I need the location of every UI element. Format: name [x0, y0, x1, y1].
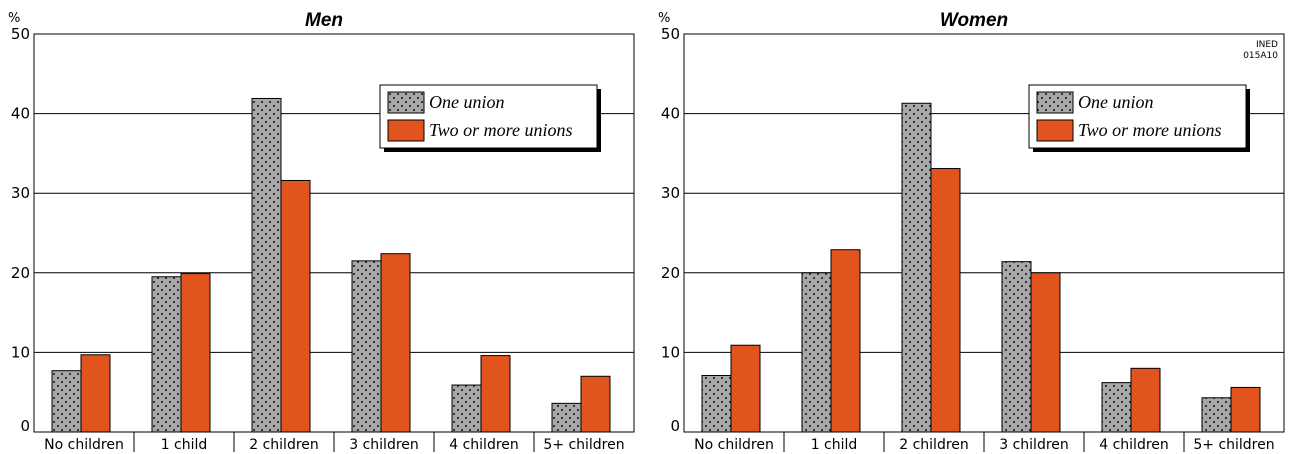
women-category-label: 1 child — [811, 437, 858, 453]
men-category-label: 2 children — [249, 437, 319, 453]
men-chart-title: Men — [305, 10, 343, 31]
men-bar-two-unions — [480, 355, 511, 433]
women-bar-one-union — [1201, 397, 1232, 433]
men-y-tick-label: 0 — [20, 417, 30, 435]
men-bar-two-unions — [280, 179, 311, 433]
men-y-tick-label: 10 — [11, 343, 30, 361]
source-label-line-1: INED — [1256, 40, 1278, 50]
men-category-label: 3 children — [349, 437, 419, 453]
women-category-label: 4 children — [1099, 437, 1169, 453]
men-bar-one-union — [551, 402, 582, 433]
women-chart: % Women INED 015A10 0 10 20 30 40 50 No childr… — [658, 10, 1285, 453]
men-legend-swatch-one-union — [387, 91, 425, 114]
men-category-label: 5+ children — [543, 437, 624, 453]
women-bar-two-unions — [1230, 386, 1261, 433]
women-bar-two-unions — [930, 168, 961, 433]
men-category-label: No children — [44, 437, 124, 453]
women-category-label: 2 children — [899, 437, 969, 453]
women-legend-label-one-union: One union — [1078, 92, 1154, 112]
women-bar-two-unions — [1030, 272, 1061, 433]
men-category-label: 4 children — [449, 437, 519, 453]
men-bar-two-unions — [80, 354, 111, 433]
women-legend-swatch-one-union — [1036, 91, 1074, 114]
women-bar-one-union — [1101, 382, 1132, 433]
men-bar-two-unions — [380, 253, 411, 433]
men-bar-one-union — [451, 384, 482, 433]
women-bar-one-union — [801, 272, 832, 433]
men-category-label: 1 child — [161, 437, 208, 453]
women-y-tick-label: 30 — [661, 184, 680, 202]
women-bar-one-union — [901, 102, 932, 433]
men-chart: % Men 0 10 20 30 40 50 No children 1 child 2 chi… — [8, 10, 635, 453]
men-bar-one-union — [151, 276, 182, 433]
women-chart-title: Women — [940, 10, 1008, 31]
women-bar-two-unions — [830, 249, 861, 433]
women-legend-label-two-unions: Two or more unions — [1078, 120, 1222, 140]
men-y-tick-label: 30 — [11, 184, 30, 202]
men-y-tick-label: 50 — [11, 25, 30, 43]
women-y-tick-label: 50 — [661, 25, 680, 43]
women-bar-one-union — [701, 374, 732, 433]
men-bar-one-union — [351, 260, 382, 433]
women-bar-two-unions — [730, 344, 761, 433]
women-legend: One union Two or more unions — [1028, 84, 1250, 152]
women-bar-one-union — [1001, 261, 1032, 433]
women-category-label: 5+ children — [1193, 437, 1274, 453]
men-legend: One union Two or more unions — [379, 84, 601, 152]
men-y-tick-label: 40 — [11, 105, 30, 123]
women-legend-swatch-two-unions — [1036, 119, 1074, 142]
source-label-line-2: 015A10 — [1243, 51, 1278, 61]
men-y-unit: % — [8, 11, 20, 26]
women-category-label: No children — [694, 437, 774, 453]
men-legend-label-one-union: One union — [429, 92, 505, 112]
women-y-tick-label: 40 — [661, 105, 680, 123]
women-y-tick-label: 10 — [661, 343, 680, 361]
women-y-tick-label: 0 — [670, 417, 680, 435]
men-y-tick-label: 20 — [11, 264, 30, 282]
men-legend-swatch-two-unions — [387, 119, 425, 142]
women-bar-two-unions — [1130, 367, 1161, 433]
men-bar-one-union — [251, 97, 282, 433]
women-y-tick-label: 20 — [661, 264, 680, 282]
men-bar-two-unions — [580, 375, 611, 433]
women-y-unit: % — [658, 11, 670, 26]
women-category-label: 3 children — [999, 437, 1069, 453]
men-bar-two-unions — [180, 273, 211, 433]
men-bar-one-union — [51, 370, 82, 433]
men-legend-label-two-unions: Two or more unions — [429, 120, 573, 140]
